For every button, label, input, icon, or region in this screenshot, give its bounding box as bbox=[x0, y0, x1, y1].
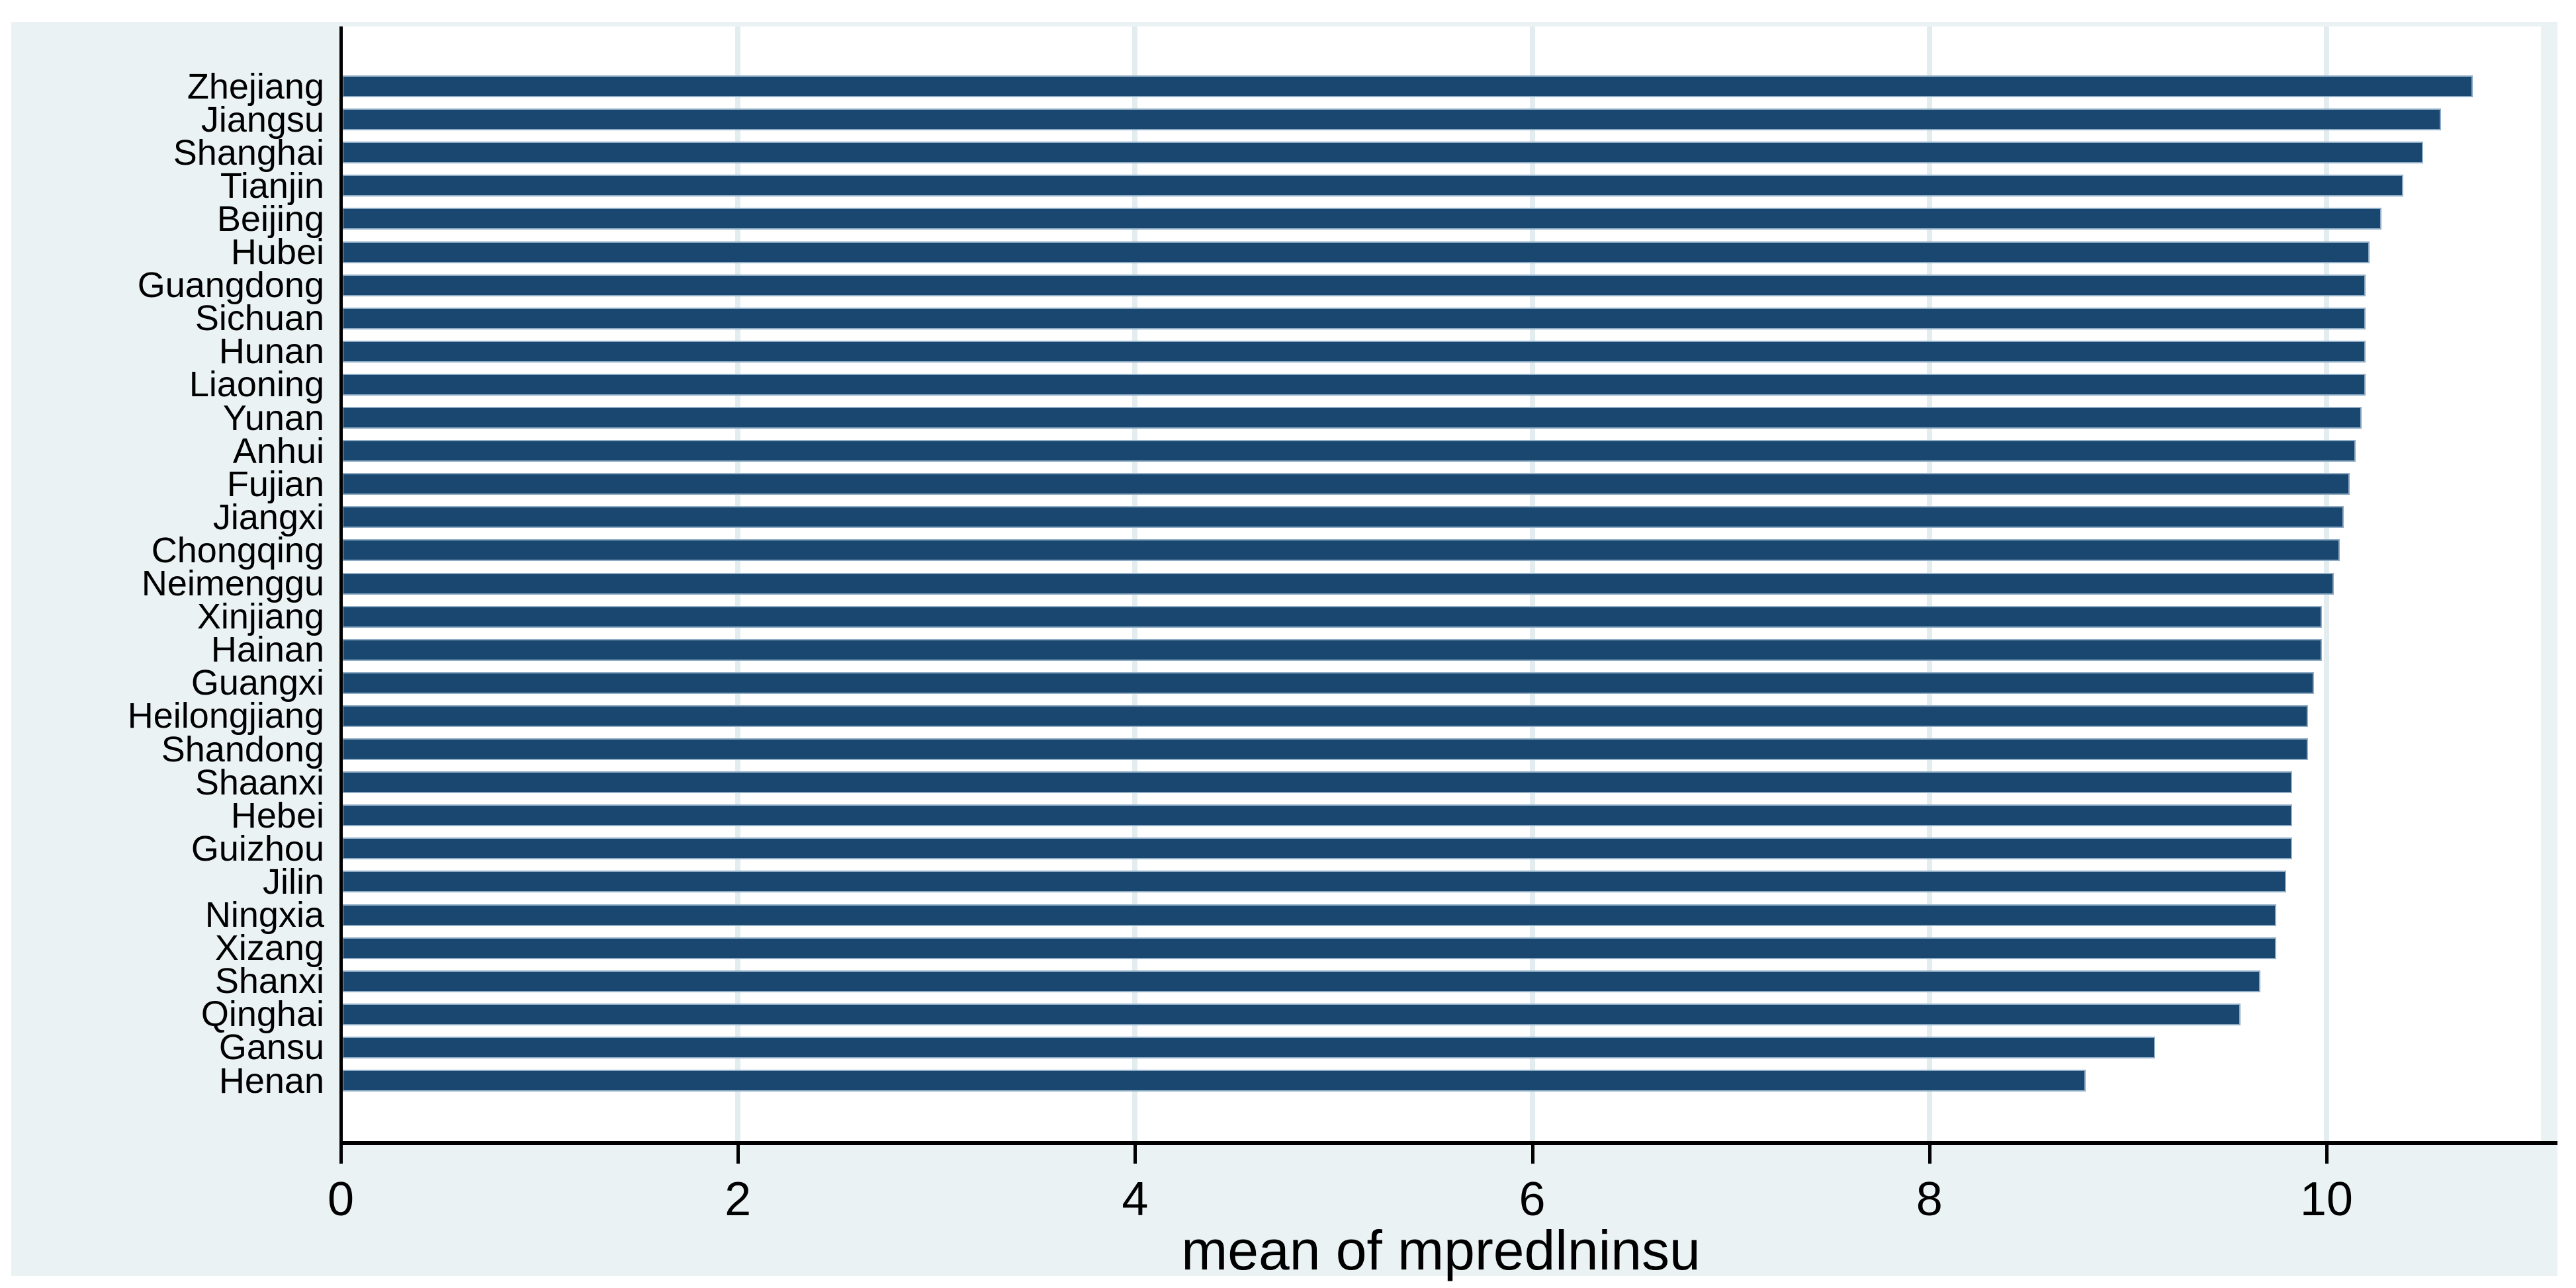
bar-jilin bbox=[342, 871, 2286, 893]
bar-zhejiang bbox=[342, 75, 2473, 97]
bar-shanghai bbox=[342, 142, 2423, 164]
x-tick-6 bbox=[1531, 1145, 1534, 1164]
bar-shanxi bbox=[342, 970, 2260, 992]
category-label-zhejiang: Zhejiang bbox=[187, 66, 324, 107]
bar-anhui bbox=[342, 440, 2356, 462]
bar-qinghai bbox=[342, 1003, 2241, 1025]
category-label-shanxi: Shanxi bbox=[214, 961, 324, 1002]
x-tick-label-0: 0 bbox=[327, 1173, 355, 1226]
category-label-fujian: Fujian bbox=[226, 464, 324, 504]
category-label-yunan: Yunan bbox=[222, 398, 324, 438]
category-label-xizang: Xizang bbox=[214, 928, 324, 968]
bar-hebei bbox=[342, 804, 2292, 827]
bar-tianjin bbox=[342, 175, 2403, 197]
category-label-shanghai: Shanghai bbox=[173, 132, 324, 173]
bar-xinjiang bbox=[342, 605, 2322, 628]
bar-henan bbox=[342, 1070, 2086, 1092]
category-label-beijing: Beijing bbox=[216, 198, 324, 239]
x-tick-label-10: 10 bbox=[2299, 1173, 2353, 1226]
bar-gansu bbox=[342, 1036, 2155, 1058]
bar-xizang bbox=[342, 937, 2276, 959]
category-label-sichuan: Sichuan bbox=[195, 298, 324, 339]
category-label-hubei: Hubei bbox=[230, 232, 324, 272]
bar-beijing bbox=[342, 208, 2381, 230]
category-label-xinjiang: Xinjiang bbox=[197, 597, 324, 637]
x-tick-10 bbox=[2325, 1145, 2329, 1164]
x-tick-label-4: 4 bbox=[1122, 1173, 1149, 1226]
category-label-shaanxi: Shaanxi bbox=[195, 762, 324, 802]
x-tick-label-6: 6 bbox=[1519, 1173, 1546, 1226]
y-axis-line bbox=[339, 26, 343, 1141]
x-axis-line bbox=[339, 1141, 2557, 1145]
category-label-heilongjiang: Heilongjiang bbox=[127, 696, 324, 736]
x-tick-0 bbox=[339, 1145, 343, 1164]
bar-jiangxi bbox=[342, 506, 2344, 529]
category-label-shandong: Shandong bbox=[161, 729, 324, 769]
x-tick-label-2: 2 bbox=[725, 1173, 752, 1226]
category-label-chongqing: Chongqing bbox=[151, 530, 324, 570]
category-label-qinghai: Qinghai bbox=[200, 994, 324, 1035]
bar-hubei bbox=[342, 241, 2370, 263]
category-label-jiangxi: Jiangxi bbox=[212, 497, 324, 537]
category-label-ningxia: Ningxia bbox=[204, 895, 324, 935]
category-label-jiangsu: Jiangsu bbox=[200, 99, 324, 140]
bar-hunan bbox=[342, 340, 2366, 363]
category-label-gansu: Gansu bbox=[218, 1027, 324, 1068]
bar-chongqing bbox=[342, 539, 2340, 562]
category-label-jilin: Jilin bbox=[262, 861, 324, 902]
bar-yunan bbox=[342, 407, 2362, 429]
category-label-hunan: Hunan bbox=[218, 331, 324, 372]
bar-shaanxi bbox=[342, 771, 2292, 794]
bar-guizhou bbox=[342, 837, 2292, 860]
bar-guangdong bbox=[342, 274, 2366, 296]
category-label-hebei: Hebei bbox=[230, 795, 324, 836]
x-tick-4 bbox=[1133, 1145, 1137, 1164]
chart-canvas: Zhejiang Jiangsu Shanghai Tianjin Beijing Hub… bbox=[11, 22, 2557, 1280]
bar-fujian bbox=[342, 473, 2350, 495]
x-axis-title: mean of mpredlninsu bbox=[1181, 1219, 1701, 1281]
bar-guangxi bbox=[342, 671, 2314, 694]
x-tick-label-8: 8 bbox=[1916, 1173, 1943, 1226]
bar-neimenggu bbox=[342, 572, 2334, 595]
category-label-henan: Henan bbox=[218, 1060, 324, 1101]
bar-sichuan bbox=[342, 307, 2366, 329]
category-label-hainan: Hainan bbox=[210, 630, 324, 670]
category-label-anhui: Anhui bbox=[232, 431, 324, 471]
category-label-guangdong: Guangdong bbox=[137, 265, 324, 306]
category-label-liaoning: Liaoning bbox=[189, 365, 324, 405]
category-label-guizhou: Guizhou bbox=[191, 828, 324, 869]
x-tick-2 bbox=[736, 1145, 740, 1164]
category-label-guangxi: Guangxi bbox=[191, 663, 324, 703]
bar-ningxia bbox=[342, 904, 2276, 926]
x-tick-8 bbox=[1928, 1145, 1932, 1164]
bar-liaoning bbox=[342, 373, 2366, 396]
bar-heilongjiang bbox=[342, 705, 2308, 727]
bar-shandong bbox=[342, 738, 2308, 760]
category-label-neimenggu: Neimenggu bbox=[141, 564, 324, 603]
bar-hainan bbox=[342, 638, 2322, 661]
bar-jiangsu bbox=[342, 108, 2441, 131]
category-label-tianjin: Tianjin bbox=[220, 165, 324, 206]
